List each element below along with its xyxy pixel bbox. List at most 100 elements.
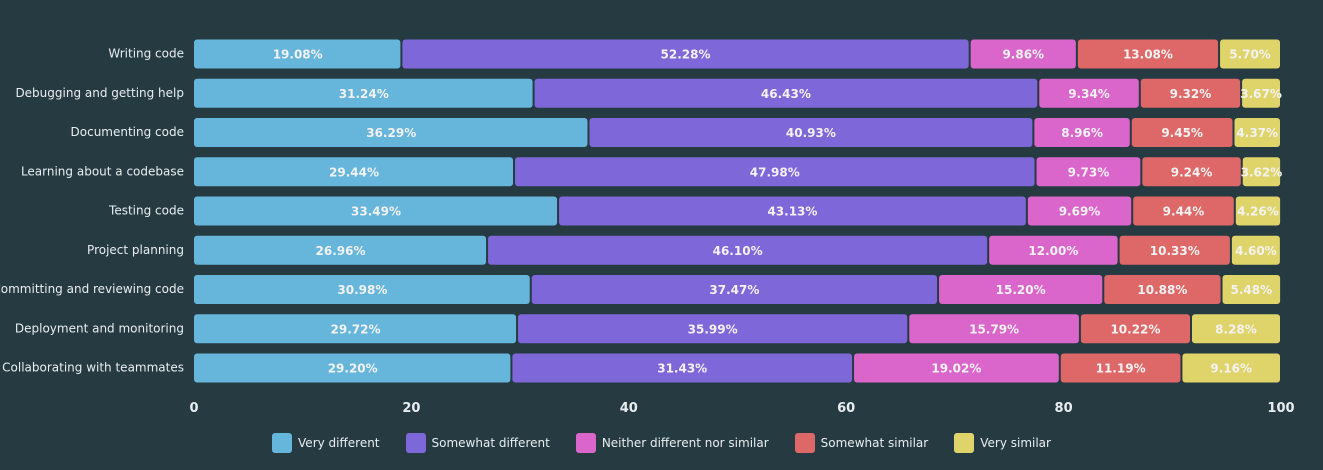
legend-item[interactable]: Very similar — [954, 433, 1051, 453]
data-label: 13.08% — [1123, 48, 1173, 62]
legend-item[interactable]: Very different — [272, 433, 380, 453]
data-label: 19.02% — [931, 362, 981, 376]
bar-segment — [1104, 275, 1221, 304]
bar-segment — [1242, 157, 1281, 187]
legend-label: Somewhat similar — [820, 436, 929, 450]
bar-segment — [559, 196, 1026, 226]
legend-item[interactable]: Neither different nor similar — [575, 433, 769, 453]
data-label: 10.22% — [1110, 322, 1160, 336]
bar-segment — [589, 118, 1033, 147]
bar-segment — [1234, 118, 1280, 147]
category-label: Collaborating with teammates — [2, 361, 184, 375]
category-label: Learning about a codebase — [21, 164, 184, 178]
x-tick-label: 0 — [189, 401, 198, 416]
bar-segment — [531, 275, 938, 304]
bar-segment — [909, 314, 1079, 344]
bar-segment — [1080, 314, 1190, 344]
bar-segment — [1182, 353, 1280, 383]
bar-segment — [1231, 235, 1280, 265]
bar-segment — [1119, 235, 1230, 265]
bar-segment — [1191, 314, 1280, 344]
bar-segment — [1140, 78, 1241, 108]
legend-swatch — [405, 433, 426, 453]
data-label: 10.33% — [1150, 244, 1200, 258]
data-label: 31.24% — [339, 87, 389, 101]
bar-segment — [194, 275, 530, 304]
data-label: 12.00% — [1028, 244, 1078, 258]
category-label: Documenting code — [71, 125, 184, 139]
data-label: 9.86% — [1002, 48, 1044, 62]
data-label: 33.49% — [351, 205, 401, 219]
legend-item[interactable]: Somewhat similar — [794, 433, 929, 453]
bar-segment — [518, 314, 908, 344]
data-label: 11.19% — [1096, 362, 1146, 376]
bar-segment — [1060, 353, 1181, 383]
data-label: 35.99% — [688, 322, 738, 336]
x-tick-label: 80 — [1055, 401, 1073, 416]
data-label: 46.10% — [713, 244, 763, 258]
legend-label: Somewhat different — [431, 436, 550, 450]
stacked-bar-plot: Writing code 19.08% 52.28% 9.86% 13.08% 5.70%… — [0, 39, 1295, 416]
legend-item[interactable]: Somewhat different — [405, 433, 550, 453]
bar-segment — [194, 39, 401, 69]
legend-swatch — [575, 433, 596, 453]
data-label: 5.48% — [1231, 283, 1273, 297]
bar-segment — [402, 39, 969, 69]
bar-segment — [194, 353, 511, 383]
bar-segment — [194, 157, 514, 187]
bar-segment — [989, 235, 1118, 265]
legend: Very different Somewhat different Neither … — [0, 433, 1323, 453]
category-label: Debugging and getting help — [15, 86, 184, 100]
data-label: 5.70% — [1229, 48, 1271, 62]
data-label: 8.28% — [1215, 322, 1257, 336]
legend-swatch — [794, 433, 815, 453]
x-tick-label: 60 — [837, 401, 855, 416]
bar-segment — [488, 235, 988, 265]
data-label: 52.28% — [661, 48, 711, 62]
data-label: 9.32% — [1170, 87, 1212, 101]
bar-segment — [194, 118, 588, 147]
x-tick-label: 100 — [1267, 401, 1294, 416]
category-label: Deployment and monitoring — [15, 321, 184, 335]
category-label: Testing code — [108, 204, 184, 218]
data-label: 3.62% — [1241, 165, 1283, 179]
data-label: 47.98% — [750, 165, 800, 179]
bar-segment — [194, 78, 533, 108]
data-label: 9.69% — [1059, 205, 1101, 219]
bar-segment — [1220, 39, 1280, 69]
data-label: 29.72% — [331, 322, 381, 336]
bar-segment — [1222, 275, 1281, 304]
bar-segment — [1036, 157, 1141, 187]
data-label: 37.47% — [709, 283, 759, 297]
data-label: 9.34% — [1068, 87, 1110, 101]
legend-swatch — [954, 433, 975, 453]
legend-label: Very different — [298, 436, 380, 450]
data-label: 26.96% — [316, 244, 366, 258]
bar-segment — [1034, 118, 1130, 147]
bar-segment — [1133, 196, 1234, 226]
bar-segment — [534, 78, 1038, 108]
bar-segment — [854, 353, 1059, 383]
data-label: 4.26% — [1237, 205, 1279, 219]
data-label: 10.88% — [1137, 283, 1187, 297]
data-label: 43.13% — [767, 205, 817, 219]
category-label: Project planning — [87, 243, 184, 257]
bar-segment — [194, 196, 558, 226]
bar-segment — [515, 157, 1035, 187]
data-label: 29.20% — [328, 362, 378, 376]
legend-swatch — [272, 433, 293, 453]
bar-segment — [512, 353, 853, 383]
category-label: Writing code — [108, 47, 184, 61]
data-label: 3.67% — [1240, 87, 1282, 101]
bar-segment — [194, 235, 487, 265]
bar-segment — [1039, 78, 1139, 108]
data-label: 9.16% — [1210, 362, 1252, 376]
data-label: 29.44% — [329, 165, 379, 179]
data-label: 19.08% — [273, 48, 323, 62]
data-label: 40.93% — [786, 126, 836, 140]
data-label: 31.43% — [657, 362, 707, 376]
legend-label: Very similar — [980, 436, 1051, 450]
data-label: 9.24% — [1171, 165, 1213, 179]
category-label: Committing and reviewing code — [0, 282, 184, 296]
